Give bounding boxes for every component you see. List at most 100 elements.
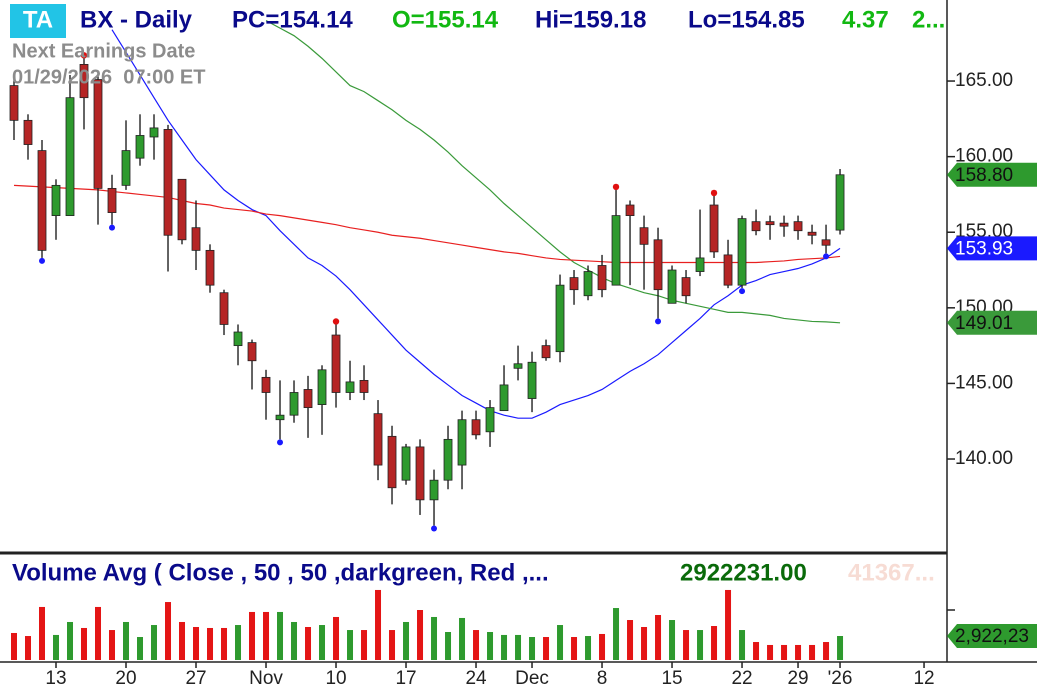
high: Hi=159.18 <box>535 6 646 33</box>
change: 4.37 <box>842 6 889 33</box>
volume-bar <box>193 626 200 660</box>
candle-body <box>835 174 845 231</box>
candle-body <box>205 249 215 286</box>
volume-bar <box>123 621 130 660</box>
candle-body <box>793 221 803 232</box>
x-tick-label: 17 <box>395 668 416 688</box>
volume-bar <box>137 637 144 660</box>
pivot-low-dot <box>109 224 116 231</box>
candle-body <box>443 438 453 481</box>
earnings-date: 01/29/2026 07:00 ET <box>12 66 205 88</box>
volume-bar <box>39 606 46 660</box>
volume-bar <box>221 627 228 660</box>
candle-body <box>191 227 201 251</box>
volume-bar <box>263 611 270 660</box>
candle-body <box>233 331 243 347</box>
candle-body <box>807 231 817 236</box>
volume-bar <box>445 632 452 660</box>
volume-bar <box>235 625 242 660</box>
x-tick-label: 29 <box>787 668 808 688</box>
volume-bar <box>165 602 172 660</box>
price-tag-label: 153.93 <box>955 238 1013 259</box>
price-tags: 153.93 149.01 158.80 2,922,23 <box>947 162 1037 649</box>
volume-bar <box>11 632 18 660</box>
moving-average-line <box>111 29 841 419</box>
candle-body <box>373 413 383 466</box>
candle-body <box>499 384 509 412</box>
volume-bar <box>655 615 662 660</box>
candle-body <box>275 414 285 421</box>
candle-body <box>583 271 593 297</box>
x-tick-label: 27 <box>185 668 206 688</box>
candle-body <box>653 239 663 291</box>
volume-bar <box>641 626 648 660</box>
volume-bar <box>403 621 410 660</box>
candle-body <box>485 407 495 433</box>
x-tick-label: '26 <box>828 668 853 688</box>
badge: TA <box>23 6 53 33</box>
volume-bar <box>753 642 760 660</box>
candle-body <box>79 64 89 99</box>
candle-body <box>65 97 75 216</box>
volume-bar <box>515 634 522 660</box>
volume-bar <box>459 617 466 660</box>
volume-bar <box>347 630 354 660</box>
earnings-title: Next Earnings Date <box>12 40 195 62</box>
volume-bar <box>95 606 102 660</box>
pivot-low-dot <box>655 318 662 325</box>
volume-bar <box>473 630 480 660</box>
x-tick-label: Dec <box>515 668 549 688</box>
candle-body <box>247 342 257 362</box>
volume-bar <box>333 616 340 660</box>
price-tag-label: 2,922,23 <box>955 626 1029 647</box>
volume-bar <box>305 626 312 660</box>
price-tag-label: 149.01 <box>955 313 1013 334</box>
candle-body <box>401 446 411 481</box>
y-tick-label: 140.00 <box>955 448 1013 469</box>
candle-body <box>9 85 19 121</box>
candle-body <box>289 392 299 416</box>
candle-body <box>625 204 635 216</box>
candle-body <box>135 135 145 159</box>
candle-body <box>779 222 789 227</box>
volume-bar <box>501 634 508 660</box>
volume-bar <box>53 634 60 660</box>
volume-bar <box>249 611 256 660</box>
volume-faded-value: 41367... <box>848 559 935 586</box>
candle-body <box>345 381 355 393</box>
pivot-high-dot <box>80 52 88 59</box>
pivot-low-dot <box>739 288 746 295</box>
candle-body <box>667 269 677 304</box>
price-tag-label: 158.80 <box>955 165 1013 186</box>
header: TA BX - Daily PC=154.14 O=155.14 Hi=159.… <box>10 4 945 586</box>
y-tick-label: 145.00 <box>955 372 1013 393</box>
price-tag <box>947 162 1037 187</box>
candle-body <box>709 204 719 253</box>
volume-bar <box>207 627 214 660</box>
x-tick-label: 10 <box>325 668 346 688</box>
candle-body <box>37 150 47 251</box>
volume-bar <box>781 644 788 660</box>
candle-body <box>359 379 369 393</box>
volume-bar <box>711 626 718 660</box>
x-tick-label: 13 <box>45 668 66 688</box>
candle-body <box>765 221 775 226</box>
x-tick-label: 20 <box>115 668 136 688</box>
volume-bar <box>417 610 424 660</box>
volume-panel <box>11 589 844 660</box>
volume-bar <box>25 636 32 660</box>
x-tick-label: 24 <box>465 668 487 688</box>
volume-bar <box>319 625 326 660</box>
candle-body <box>149 127 159 138</box>
candle-body <box>415 446 425 501</box>
candle-body <box>303 389 313 409</box>
pivot-low-dot <box>431 525 438 532</box>
candle-body <box>681 277 691 297</box>
open: O=155.14 <box>392 6 499 33</box>
candle-body <box>177 178 187 241</box>
moving-average-line <box>265 20 841 324</box>
candle-body <box>317 369 327 405</box>
candle-body <box>695 257 705 272</box>
